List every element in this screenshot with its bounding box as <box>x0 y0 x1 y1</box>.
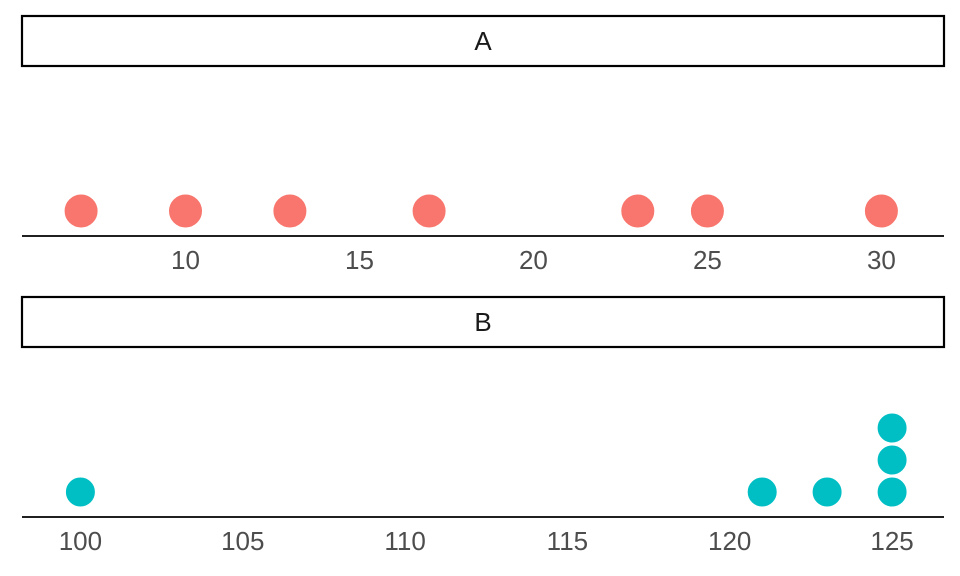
tick-label-b-105: 105 <box>221 526 264 556</box>
tick-label-a-10: 10 <box>171 245 200 275</box>
facet-panel-b: B 100 105 110 115 120 125 <box>20 295 946 556</box>
facet-strip-b <box>20 295 946 349</box>
dot-b-3 <box>877 477 907 507</box>
facet-label-b: B <box>474 307 491 337</box>
dots-facet-b <box>65 413 907 507</box>
tick-label-b-100: 100 <box>59 526 102 556</box>
dot-b-0 <box>65 477 95 507</box>
tick-label-b-120: 120 <box>708 526 751 556</box>
facet-strip-a <box>20 14 946 68</box>
dot-a-6 <box>864 194 898 228</box>
dot-a-3 <box>412 194 446 228</box>
tick-label-b-110: 110 <box>384 526 425 556</box>
tick-label-a-25: 25 <box>693 245 722 275</box>
tick-label-a-20: 20 <box>519 245 548 275</box>
tick-label-b-115: 115 <box>547 526 588 556</box>
facet-panel-a: A 10 15 20 25 30 <box>20 14 946 275</box>
dot-b-5 <box>877 413 907 443</box>
facet-label-a: A <box>474 26 492 56</box>
dot-a-1 <box>169 194 202 228</box>
dot-a-0 <box>64 194 98 228</box>
dot-a-5 <box>690 194 724 228</box>
tick-label-b-125: 125 <box>870 526 913 556</box>
tick-label-a-30: 30 <box>867 245 896 275</box>
dot-a-2 <box>273 194 307 228</box>
dot-a-4 <box>621 194 655 228</box>
x-axis-ticks-a: 10 15 20 25 30 <box>171 245 896 275</box>
x-axis-ticks-b: 100 105 110 115 120 125 <box>59 526 914 556</box>
dot-b-1 <box>747 477 777 507</box>
dot-b-2 <box>812 477 842 507</box>
dots-facet-a <box>64 194 898 228</box>
tick-label-a-15: 15 <box>345 245 374 275</box>
dot-b-4 <box>877 445 907 475</box>
